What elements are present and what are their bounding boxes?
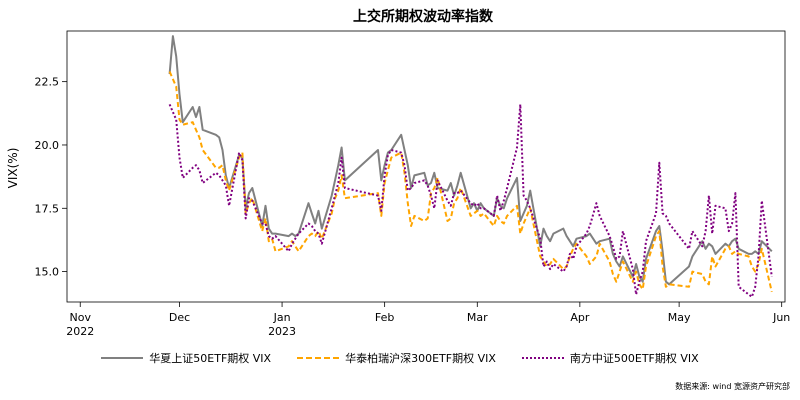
- chart-title: 上交所期权波动率指数: [353, 8, 494, 25]
- series-line-sse50: [168, 35, 773, 286]
- x-tick-sublabel: 2023: [268, 325, 296, 338]
- source-note: 数据来源: wind 宽源资产研究部: [675, 382, 790, 391]
- x-tick-label: Nov: [70, 311, 92, 324]
- y-tick-label: 17.5: [35, 202, 60, 215]
- y-axis-label: VIX(%): [6, 148, 20, 189]
- legend-swatch-csi500: [521, 357, 564, 359]
- x-tick-label: Jan: [273, 311, 291, 324]
- legend-swatch-csi300: [297, 357, 340, 359]
- series-line-csi300: [168, 71, 773, 293]
- legend: 华夏上证50ETF期权 VIX 华泰柏瑞沪深300ETF期权 VIX 南方中证5…: [0, 350, 800, 366]
- legend-label-csi300: 华泰柏瑞沪深300ETF期权 VIX: [345, 352, 496, 365]
- y-tick-label: 20.0: [35, 139, 60, 152]
- x-tick-label: May: [668, 311, 691, 324]
- y-tick-label: 22.5: [35, 76, 60, 89]
- x-tick-label: Jun: [772, 311, 790, 324]
- x-tick-label: Mar: [467, 311, 488, 324]
- x-tick-label: Feb: [375, 311, 394, 324]
- legend-item-csi300: 华泰柏瑞沪深300ETF期权 VIX: [297, 350, 496, 366]
- y-tick-label: 15.0: [35, 266, 60, 279]
- legend-label-sse50: 华夏上证50ETF期权 VIX: [149, 352, 272, 365]
- series-layer: [168, 35, 773, 298]
- x-tick-label: Apr: [570, 311, 590, 324]
- series-line-csi500: [168, 103, 773, 298]
- x-tick-sublabel: 2022: [66, 325, 94, 338]
- x-tick-label: Dec: [169, 311, 190, 324]
- legend-swatch-sse50: [101, 357, 144, 359]
- legend-item-sse50: 华夏上证50ETF期权 VIX: [101, 350, 271, 366]
- y-axis: 15.0 17.5 20.0 22.5: [35, 76, 67, 279]
- legend-label-csi500: 南方中证500ETF期权 VIX: [569, 352, 699, 365]
- plot-frame: [66, 30, 786, 303]
- legend-item-csi500: 南方中证500ETF期权 VIX: [521, 350, 699, 366]
